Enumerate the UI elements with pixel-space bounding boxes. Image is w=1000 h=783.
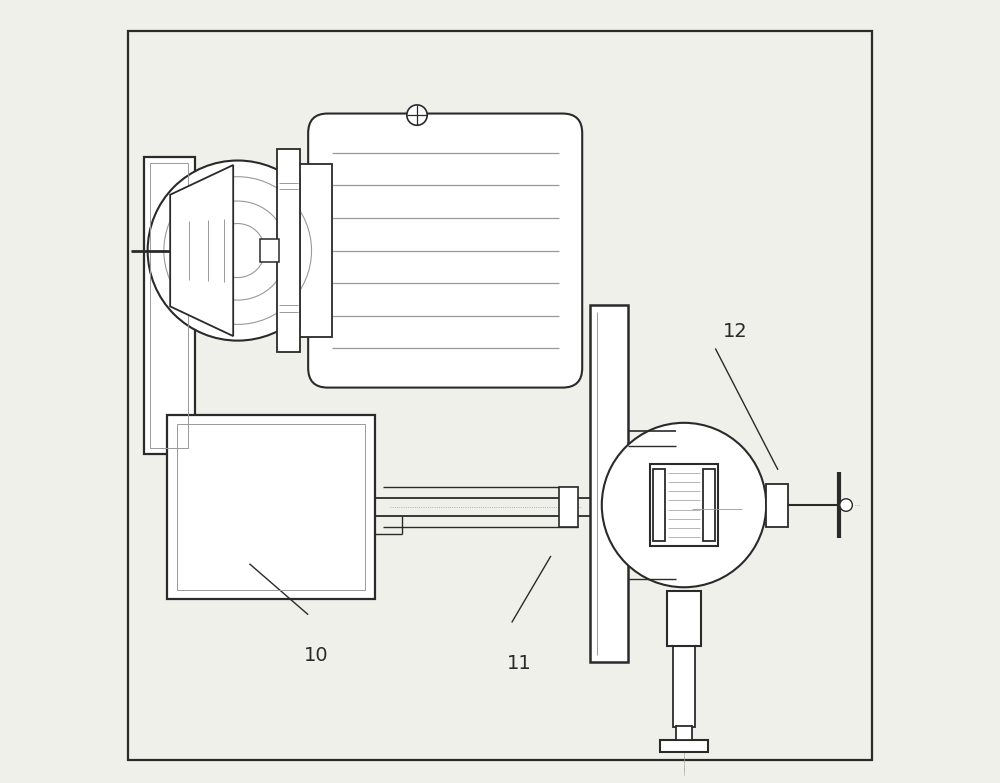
- Bar: [296, 164, 332, 337]
- Bar: [660, 740, 708, 752]
- Circle shape: [211, 223, 265, 277]
- Circle shape: [164, 177, 312, 324]
- Bar: [703, 469, 715, 541]
- Circle shape: [188, 201, 287, 300]
- Bar: [277, 149, 300, 352]
- Bar: [766, 484, 788, 527]
- Polygon shape: [170, 165, 233, 336]
- Bar: [167, 415, 375, 599]
- Bar: [144, 157, 195, 454]
- Bar: [667, 591, 701, 646]
- Bar: [653, 469, 665, 541]
- Bar: [150, 163, 188, 448]
- FancyBboxPatch shape: [308, 114, 582, 388]
- Text: 10: 10: [304, 646, 328, 665]
- Text: 11: 11: [507, 654, 532, 673]
- Circle shape: [840, 499, 852, 511]
- Bar: [676, 726, 692, 740]
- Bar: [177, 424, 365, 590]
- Bar: [673, 646, 695, 727]
- Bar: [559, 487, 578, 527]
- Circle shape: [602, 423, 766, 587]
- Bar: [650, 464, 718, 547]
- Circle shape: [407, 105, 427, 125]
- Circle shape: [148, 161, 328, 341]
- Text: 12: 12: [723, 322, 748, 341]
- Bar: [590, 305, 628, 662]
- Bar: [260, 239, 279, 262]
